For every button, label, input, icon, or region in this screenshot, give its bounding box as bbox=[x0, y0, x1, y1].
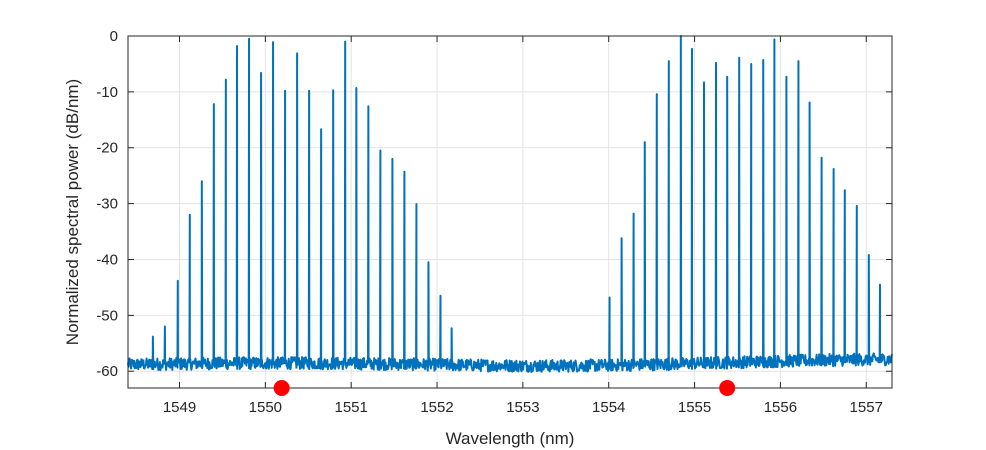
axis-ticks: 1549 1550 1551 1552 1553 1554 1555 1556 1557 0 -10… bbox=[96, 28, 892, 416]
wavelength-marker bbox=[719, 380, 736, 396]
x-tick-label: 1553 bbox=[506, 399, 539, 416]
y-tick-label: -40 bbox=[96, 251, 118, 268]
y-tick-label: 0 bbox=[110, 28, 118, 45]
x-tick-label: 1555 bbox=[678, 399, 711, 416]
y-tick-label: -50 bbox=[96, 307, 118, 324]
x-tick-label: 1556 bbox=[764, 399, 797, 416]
plot-area bbox=[128, 36, 892, 388]
y-tick-label: -10 bbox=[96, 84, 118, 101]
x-tick-label: 1557 bbox=[850, 399, 883, 416]
spectrum-series-line bbox=[127, 35, 893, 373]
y-tick-label: -30 bbox=[96, 196, 118, 213]
x-axis-label: Wavelength (nm) bbox=[446, 429, 575, 448]
x-tick-label: 1552 bbox=[420, 399, 453, 416]
y-axis-label: Normalized spectral power (dB/nm) bbox=[63, 79, 82, 345]
x-tick-label: 1549 bbox=[163, 399, 196, 416]
wavelength-markers bbox=[273, 380, 736, 396]
wavelength-marker bbox=[273, 380, 290, 396]
x-tick-label: 1550 bbox=[249, 399, 282, 416]
y-tick-label: -20 bbox=[96, 140, 118, 157]
x-tick-label: 1554 bbox=[592, 399, 625, 416]
axes-box bbox=[127, 35, 893, 389]
y-tick-label: -60 bbox=[96, 363, 118, 380]
x-tick-label: 1551 bbox=[335, 399, 368, 416]
